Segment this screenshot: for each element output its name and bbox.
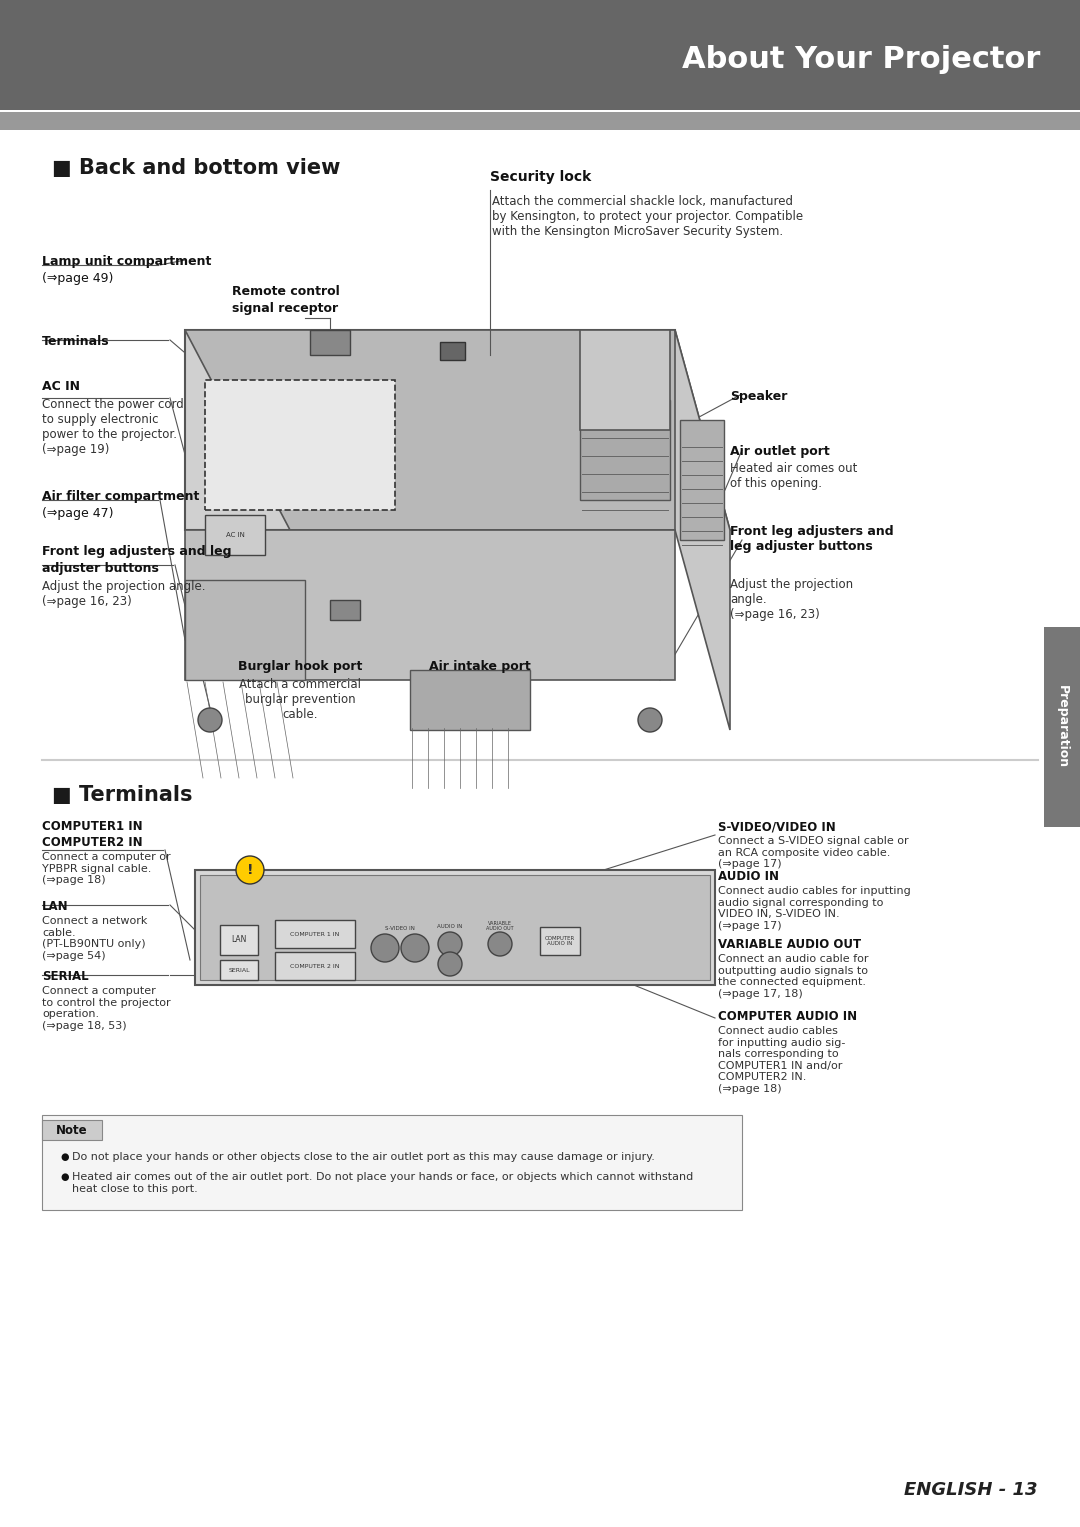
Text: ■ Back and bottom view: ■ Back and bottom view [52,157,340,179]
Bar [185,580,305,680]
Bar [185,330,675,530]
Text: AC IN: AC IN [42,380,80,392]
Text: COMPUTER2 IN: COMPUTER2 IN [42,835,143,849]
Bar [275,951,355,980]
Text: Connect audio cables
for inputting audio sig-
nals corresponding to
COMPUTER1 IN: Connect audio cables for inputting audio… [718,1026,846,1093]
Text: ENGLISH - 13: ENGLISH - 13 [905,1481,1038,1500]
Text: Air outlet port: Air outlet port [730,444,829,458]
Bar [42,1119,102,1141]
Text: VARIABLE
AUDIO OUT: VARIABLE AUDIO OUT [486,921,514,931]
Text: Attach the commercial shackle lock, manufactured
by Kensington, to protect your : Attach the commercial shackle lock, manu… [492,195,804,238]
Bar [220,960,258,980]
Bar [580,400,670,499]
Text: Adjust the projection
angle.
(⇒page 16, 23): Adjust the projection angle. (⇒page 16, … [730,579,853,621]
Circle shape [198,709,222,731]
Text: SERIAL: SERIAL [42,970,89,983]
Text: Connect a S-VIDEO signal cable or
an RCA composite video cable.
(⇒page 17): Connect a S-VIDEO signal cable or an RCA… [718,835,908,869]
Text: Connect audio cables for inputting
audio signal corresponding to
VIDEO IN, S-VID: Connect audio cables for inputting audio… [718,886,910,931]
Text: S-VIDEO IN: S-VIDEO IN [386,925,415,930]
Circle shape [638,709,662,731]
Text: Front leg adjusters and
leg adjuster buttons: Front leg adjusters and leg adjuster but… [730,525,893,553]
Text: Security lock: Security lock [490,169,591,183]
Bar [310,330,350,354]
Text: Remote control: Remote control [232,286,340,298]
Text: Preparation: Preparation [1055,686,1068,768]
Text: AC IN: AC IN [226,531,244,538]
Bar [0,111,1080,130]
Text: Terminals: Terminals [42,334,110,348]
Text: Heated air comes out of the air outlet port. Do not place your hands or face, or: Heated air comes out of the air outlet p… [72,1173,693,1194]
Text: Connect the power cord
to supply electronic
power to the projector.
(⇒page 19): Connect the power cord to supply electro… [42,399,184,457]
Text: COMPUTER1 IN: COMPUTER1 IN [42,820,143,834]
Text: Front leg adjusters and leg: Front leg adjusters and leg [42,545,231,557]
Text: Note: Note [56,1124,87,1136]
Text: Air filter compartment: Air filter compartment [42,490,200,502]
Text: adjuster buttons: adjuster buttons [42,562,159,576]
Text: signal receptor: signal receptor [232,302,338,315]
Text: ●: ● [60,1151,68,1162]
Text: Burglar hook port: Burglar hook port [238,660,362,673]
Text: Connect an audio cable for
outputting audio signals to
the connected equipment.
: Connect an audio cable for outputting au… [718,954,868,999]
Text: LAN: LAN [231,936,246,945]
Bar [195,870,715,985]
Text: Air intake port: Air intake port [429,660,531,673]
Text: Connect a computer or
YPBPR signal cable.
(⇒page 18): Connect a computer or YPBPR signal cable… [42,852,171,886]
Bar [205,380,395,510]
Text: Speaker: Speaker [730,389,787,403]
Bar [410,670,530,730]
Bar [680,420,724,541]
Text: Lamp unit compartment: Lamp unit compartment [42,255,212,269]
Text: LAN: LAN [42,899,69,913]
Polygon shape [675,330,730,730]
Text: Heated air comes out
of this opening.: Heated air comes out of this opening. [730,463,858,490]
Text: Connect a computer
to control the projector
operation.
(⇒page 18, 53): Connect a computer to control the projec… [42,986,171,1031]
Bar [200,875,710,980]
Bar [185,530,675,680]
Text: ■ Terminals: ■ Terminals [52,785,192,805]
Bar [330,600,360,620]
Text: AUDIO IN: AUDIO IN [437,924,462,930]
Text: S-VIDEO/VIDEO IN: S-VIDEO/VIDEO IN [718,820,836,834]
Text: Do not place your hands or other objects close to the air outlet port as this ma: Do not place your hands or other objects… [72,1151,654,1162]
Text: COMPUTER 2 IN: COMPUTER 2 IN [291,964,340,968]
Text: VARIABLE AUDIO OUT: VARIABLE AUDIO OUT [718,938,861,951]
Circle shape [401,935,429,962]
Text: ●: ● [60,1173,68,1182]
Circle shape [372,935,399,962]
Circle shape [237,857,264,884]
Bar [580,330,670,431]
Text: COMPUTER AUDIO IN: COMPUTER AUDIO IN [718,1009,858,1023]
Circle shape [438,951,462,976]
Text: (⇒page 47): (⇒page 47) [42,507,113,521]
Bar [440,342,465,360]
Text: (⇒page 49): (⇒page 49) [42,272,113,286]
Polygon shape [185,330,730,530]
Bar [1044,628,1080,828]
Text: SERIAL: SERIAL [228,968,249,973]
Text: Adjust the projection angle.
(⇒page 16, 23): Adjust the projection angle. (⇒page 16, … [42,580,205,608]
Text: Attach a commercial
burglar prevention
cable.: Attach a commercial burglar prevention c… [239,678,361,721]
Text: COMPUTER
AUDIO IN: COMPUTER AUDIO IN [545,936,576,947]
Circle shape [488,931,512,956]
Text: !: ! [246,863,253,876]
Text: COMPUTER 1 IN: COMPUTER 1 IN [291,933,340,938]
Text: Connect a network
cable.
(PT-LB90NTU only)
(⇒page 54): Connect a network cable. (PT-LB90NTU onl… [42,916,147,960]
Bar [220,925,258,954]
Bar [540,927,580,954]
Bar [275,919,355,948]
Bar [205,515,265,554]
Text: About Your Projector: About Your Projector [681,46,1040,75]
Text: AUDIO IN: AUDIO IN [718,870,779,883]
Bar [0,0,1080,110]
Bar [42,1115,742,1209]
Circle shape [438,931,462,956]
